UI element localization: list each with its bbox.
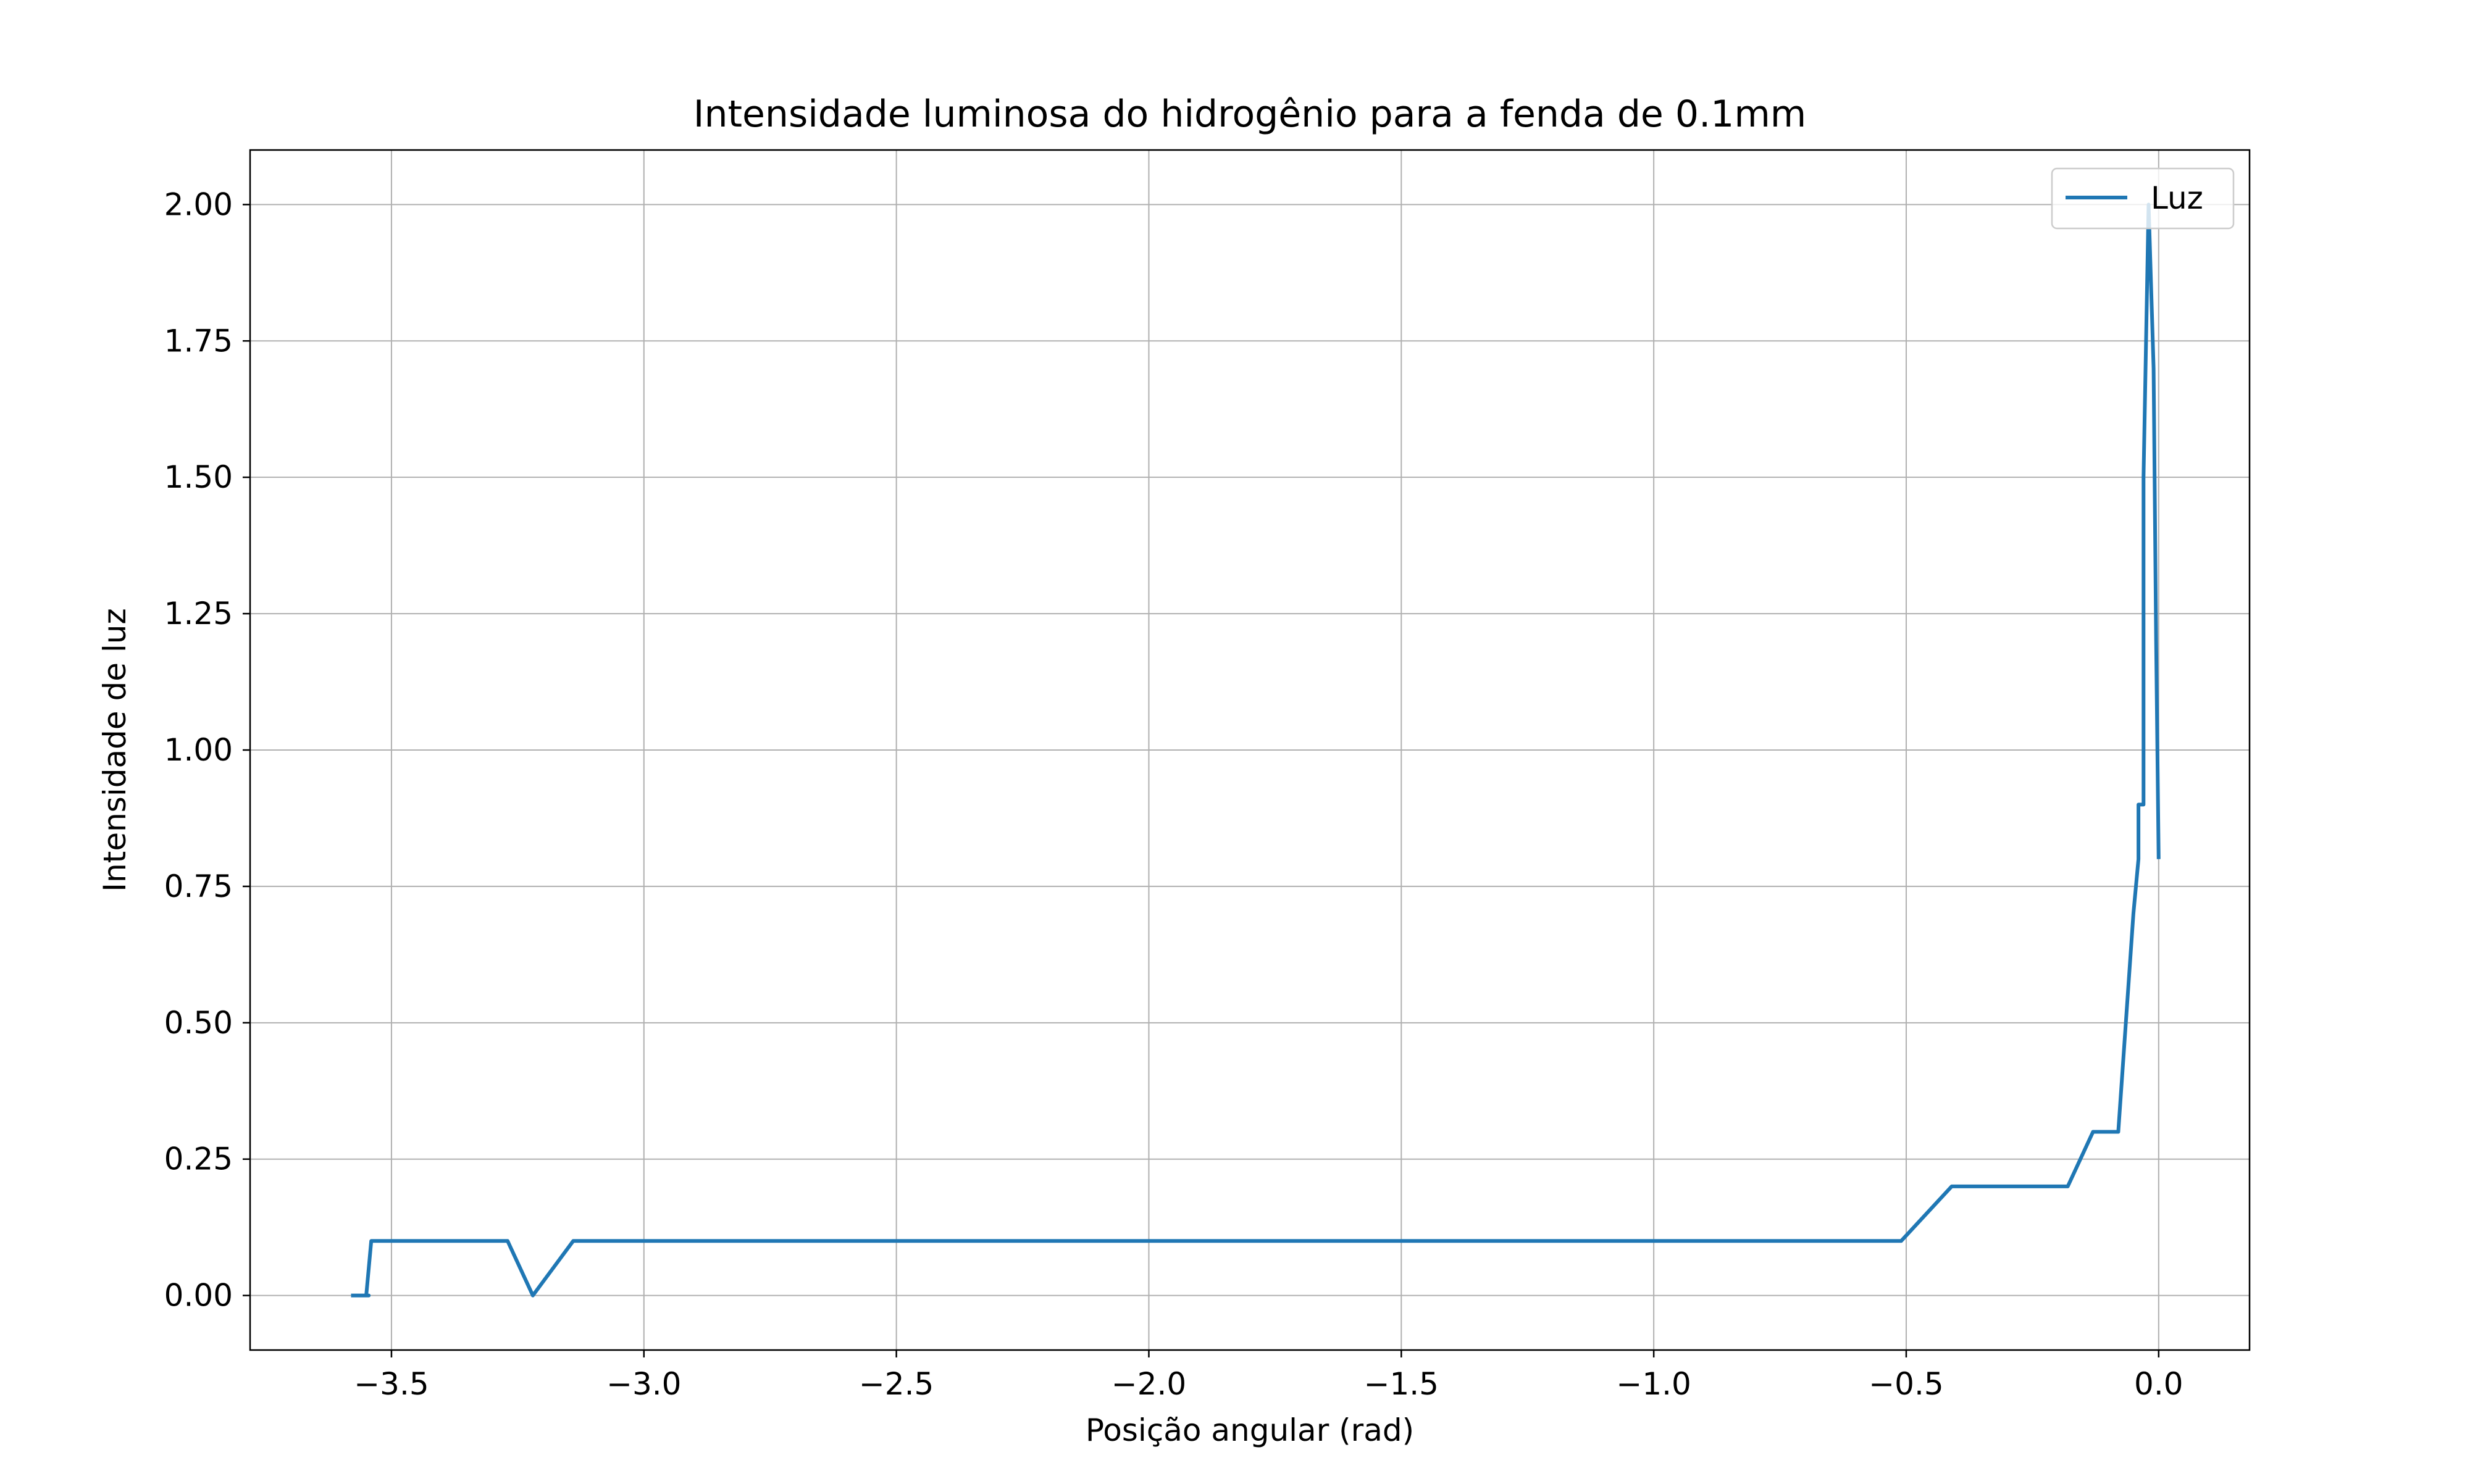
y-tick-label: 1.25 <box>164 596 233 632</box>
y-tick-label: 0.25 <box>164 1141 233 1177</box>
x-tick-label: −3.5 <box>354 1366 429 1402</box>
y-tick-label: 1.50 <box>164 459 233 495</box>
x-tick-label: −0.5 <box>1869 1366 1943 1402</box>
y-tick-label: 1.75 <box>164 323 233 359</box>
y-tick-label: 1.00 <box>164 732 233 768</box>
y-tick-label: 0.75 <box>164 869 233 904</box>
x-tick-label: −1.5 <box>1364 1366 1439 1402</box>
legend: Luz <box>2051 167 2235 230</box>
legend-label: Luz <box>2151 180 2203 216</box>
series-line-luz <box>351 202 2161 1298</box>
y-axis-label: Intensidade de luz <box>97 608 133 891</box>
x-axis-label: Posição angular (rad) <box>1086 1412 1414 1448</box>
x-tick-label: −2.0 <box>1112 1366 1186 1402</box>
x-tick-label: −3.0 <box>606 1366 681 1402</box>
chart-title: Intensidade luminosa do hidrogênio para … <box>693 93 1806 136</box>
axis-ticks: −3.5 −3.0 −2.5 −2.0 −1.5 −1.0 −0.5 0.0 0.00 0.25 0… <box>164 186 2183 1402</box>
x-tick-label: 0.0 <box>2134 1366 2183 1402</box>
y-tick-label: 0.00 <box>164 1278 233 1314</box>
x-tick-label: −1.0 <box>1616 1366 1691 1402</box>
grid-lines <box>250 150 2250 1350</box>
x-tick-label: −2.5 <box>859 1366 934 1402</box>
legend-box <box>2051 167 2235 230</box>
y-tick-label: 2.00 <box>164 186 233 222</box>
series-lines <box>351 202 2161 1298</box>
y-tick-label: 0.50 <box>164 1005 233 1041</box>
